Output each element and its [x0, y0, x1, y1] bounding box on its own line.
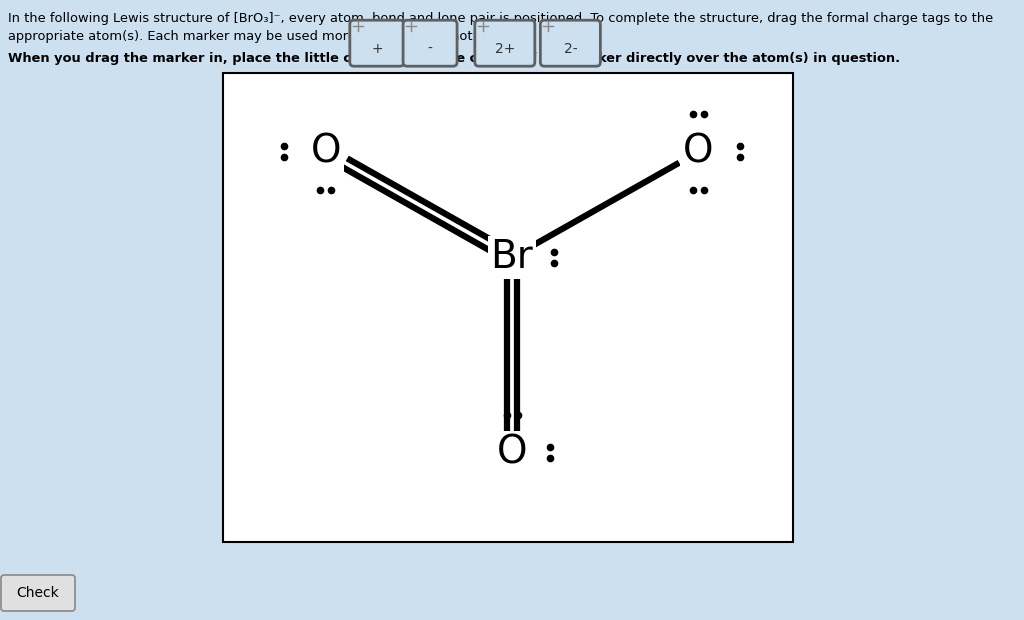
Text: Check: Check — [16, 586, 59, 600]
Bar — [223, 73, 793, 542]
Text: 2+: 2+ — [495, 42, 515, 56]
FancyBboxPatch shape — [1, 575, 75, 611]
Text: O: O — [310, 133, 341, 171]
Text: 2-: 2- — [563, 42, 578, 56]
Text: In the following Lewis structure of [BrO₃]⁻, every atom, bond and lone pair is p: In the following Lewis structure of [BrO… — [8, 12, 993, 25]
Text: -: - — [428, 42, 432, 56]
Text: Br: Br — [490, 238, 534, 277]
Text: +: + — [371, 42, 383, 56]
Text: O: O — [497, 433, 527, 472]
Text: When you drag the marker in, place the little crosshairs in the corner of the ma: When you drag the marker in, place the l… — [8, 52, 900, 65]
Text: O: O — [683, 133, 714, 171]
Text: appropriate atom(s). Each marker may be used more than once, or not at all.: appropriate atom(s). Each marker may be … — [8, 30, 513, 43]
FancyBboxPatch shape — [475, 20, 535, 66]
FancyBboxPatch shape — [541, 20, 600, 66]
FancyBboxPatch shape — [403, 20, 457, 66]
FancyBboxPatch shape — [350, 20, 403, 66]
